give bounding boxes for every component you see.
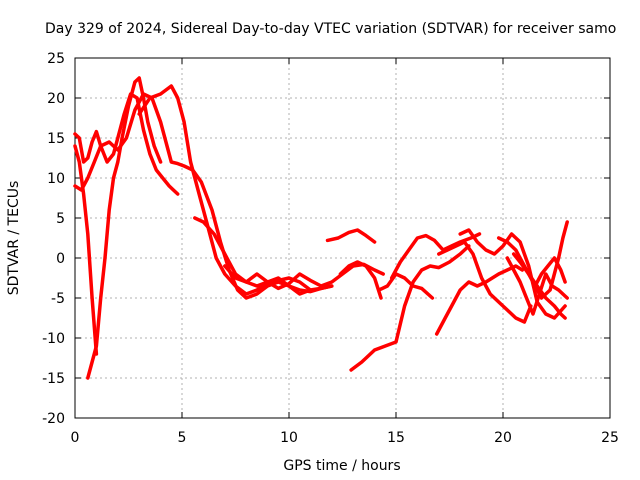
x-tick-label: 5: [178, 430, 187, 446]
y-tick-label: -5: [51, 291, 65, 307]
x-tick-label: 10: [280, 430, 298, 446]
series-track-7: [223, 262, 385, 291]
series-track-4: [73, 92, 334, 300]
chart-title: Day 329 of 2024, Sidereal Day-to-day VTE…: [45, 21, 616, 37]
series-track-5: [137, 84, 313, 296]
x-axis-label: GPS time / hours: [283, 458, 400, 474]
y-tick-label: -10: [42, 331, 65, 347]
x-tick-label: 15: [387, 430, 405, 446]
series-track-9: [338, 260, 383, 300]
y-tick-label: -15: [42, 371, 65, 387]
series-track-18: [533, 256, 567, 288]
series-track-1: [73, 144, 99, 356]
series-track-17: [505, 256, 569, 316]
series-track-6: [193, 216, 334, 296]
data-series: [73, 76, 569, 380]
y-tick-label: 5: [56, 211, 65, 227]
y-tick-label: -20: [42, 411, 65, 427]
series-track-19: [511, 252, 567, 320]
series-track-3: [73, 92, 180, 196]
x-tick-label: 0: [71, 430, 80, 446]
series-track-15: [458, 228, 567, 320]
plot-frame: [74, 57, 611, 419]
y-tick-label: 15: [47, 131, 65, 147]
series-track-11: [389, 232, 482, 280]
series-track-14: [437, 240, 533, 324]
series-track-13: [434, 264, 525, 336]
y-tick-label: 25: [47, 51, 65, 67]
series-track-8: [325, 228, 377, 244]
series-track-2: [86, 76, 163, 380]
y-axis-label: SDTVAR / TECUs: [6, 181, 22, 296]
y-tick-label: 0: [56, 251, 65, 267]
x-tick-label: 20: [494, 430, 512, 446]
y-tick-label: 20: [47, 91, 65, 107]
series-track-16: [496, 220, 569, 300]
axis-ticks: 0 5 10 15 20 25 -20 -15 -10 -5 0 5 10 15 20 25: [42, 51, 619, 446]
y-tick-label: 10: [47, 171, 65, 187]
series-track-10: [349, 244, 471, 372]
x-tick-label: 25: [601, 430, 619, 446]
series-track-12: [377, 272, 435, 300]
